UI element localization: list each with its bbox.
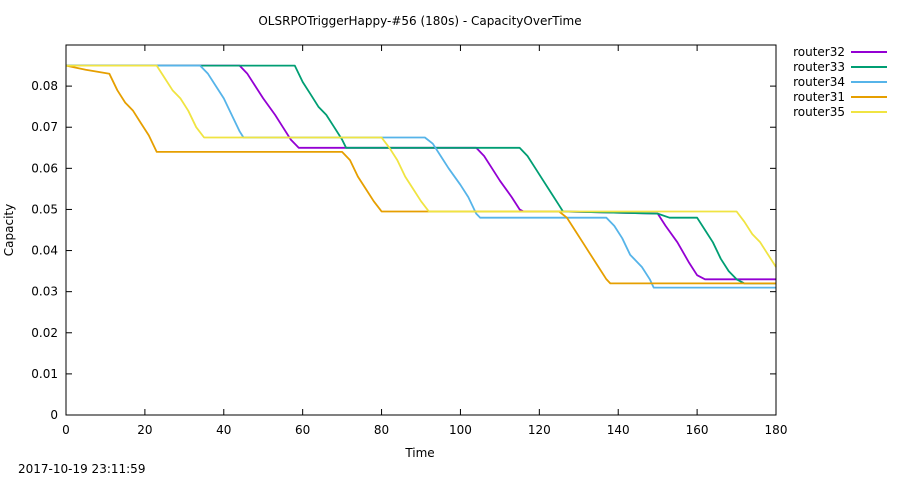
legend-label-router35: router35 <box>793 105 845 119</box>
x-tick-label: 140 <box>607 423 630 437</box>
series-line-router31 <box>65 64 776 285</box>
chart-title: OLSRPOTriggerHappy-#56 (180s) - Capacity… <box>258 14 581 28</box>
timestamp: 2017-10-19 23:11:59 <box>18 462 146 476</box>
plot-border <box>65 44 777 416</box>
legend-label-router31: router31 <box>793 90 845 104</box>
y-tick-label: 0.08 <box>31 79 58 93</box>
y-tick-label: 0.04 <box>31 244 58 258</box>
y-tick-label: 0.02 <box>31 326 58 340</box>
series-line-router32 <box>66 64 776 281</box>
x-tick-label: 100 <box>449 423 472 437</box>
y-tick-label: 0.07 <box>31 120 58 134</box>
x-tick-label: 160 <box>686 423 709 437</box>
y-tick-label: 0 <box>50 408 58 422</box>
x-tick-label: 120 <box>528 423 551 437</box>
y-tick-label: 0.01 <box>31 367 58 381</box>
legend-label-router33: router33 <box>793 60 845 74</box>
x-tick-label: 60 <box>295 423 310 437</box>
y-tick-label: 0.05 <box>31 202 58 216</box>
legend-label-router34: router34 <box>793 75 845 89</box>
x-tick-label: 180 <box>765 423 788 437</box>
x-tick-label: 80 <box>374 423 389 437</box>
axes: 0 20 40 60 80 100 120 140 160 180 0 0.01 0.02 0.03 0.0… <box>31 45 787 437</box>
y-tick-label: 0.03 <box>31 285 58 299</box>
x-axis-label: Time <box>404 446 434 460</box>
series-line-router35 <box>66 64 777 268</box>
legend-label-router32: router32 <box>793 45 845 59</box>
series-lines <box>65 64 777 289</box>
y-axis-label: Capacity <box>2 204 16 256</box>
series-line-router34 <box>66 64 776 289</box>
x-tick-label: 0 <box>62 423 70 437</box>
x-tick-label: 40 <box>216 423 231 437</box>
y-tick-label: 0.06 <box>31 161 58 175</box>
x-tick-label: 20 <box>137 423 152 437</box>
series-line-router33 <box>66 64 776 285</box>
